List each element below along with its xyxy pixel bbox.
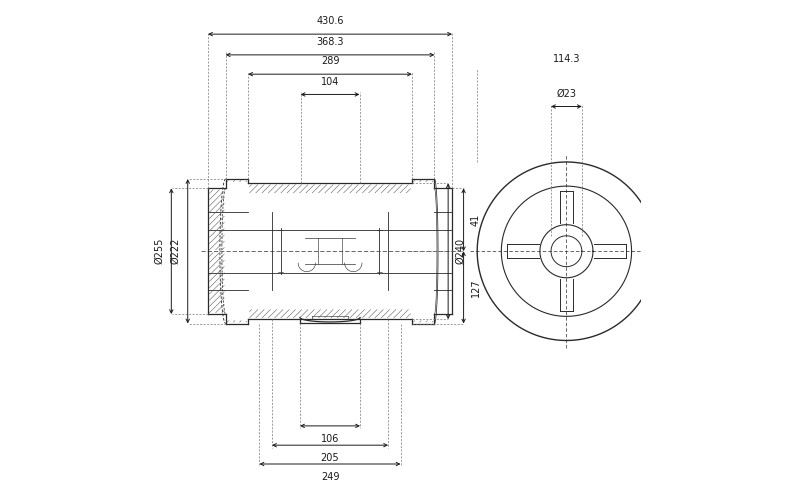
Text: 249: 249 [321, 472, 339, 482]
Text: Ø255: Ø255 [154, 238, 164, 264]
Text: 127: 127 [471, 278, 481, 297]
Text: 205: 205 [321, 453, 339, 463]
Text: Ø23: Ø23 [557, 89, 577, 99]
Text: 104: 104 [321, 77, 339, 87]
Text: 106: 106 [321, 434, 339, 444]
Text: 368.3: 368.3 [316, 37, 344, 47]
Text: Ø222: Ø222 [170, 238, 181, 264]
Text: 289: 289 [321, 57, 339, 66]
Text: Ø240: Ø240 [455, 238, 466, 264]
Text: 41: 41 [471, 214, 481, 226]
Text: 430.6: 430.6 [316, 17, 344, 26]
Text: 114.3: 114.3 [553, 54, 580, 64]
